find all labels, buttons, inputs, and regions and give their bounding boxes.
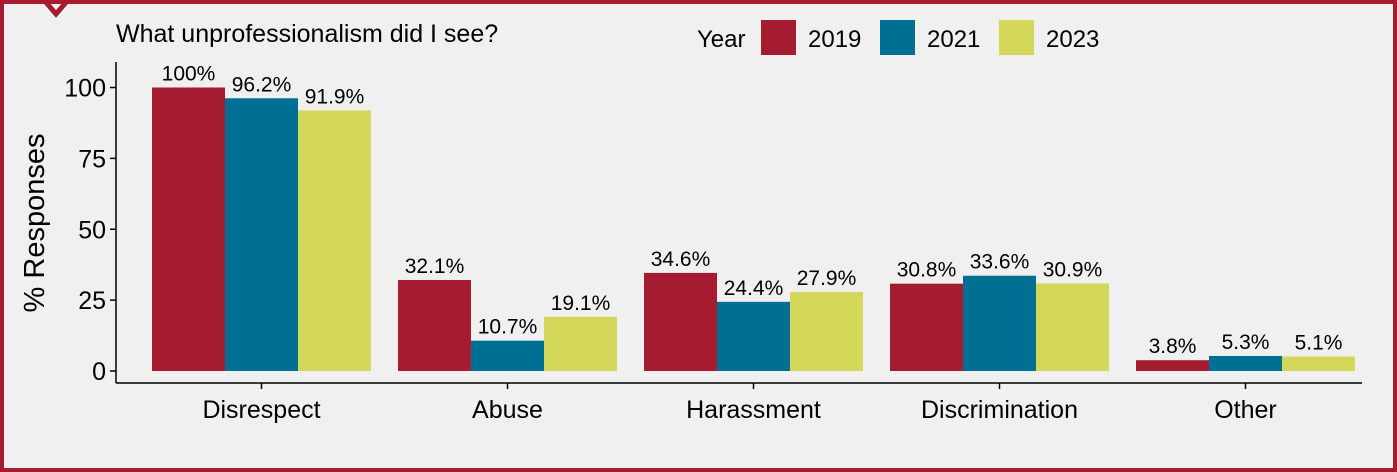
- y-tick-label: 75: [78, 145, 106, 173]
- bar: [644, 272, 717, 371]
- y-tick-label: 50: [78, 216, 106, 244]
- x-axis: Disrespect Abuse Harassment Discrimination O…: [116, 382, 1362, 424]
- data-label: 34.6%: [651, 248, 711, 271]
- legend-swatch: [761, 20, 796, 55]
- data-label: 10.7%: [478, 316, 538, 339]
- legend-label: 2021: [927, 26, 980, 53]
- legend: Year 2019 2021 2023: [697, 20, 1099, 55]
- data-label: 24.4%: [724, 277, 784, 300]
- data-label: 96.2%: [232, 73, 292, 96]
- x-tick-label: Other: [1214, 396, 1277, 424]
- data-label: 30.8%: [897, 259, 957, 282]
- data-label: 5.1%: [1295, 332, 1343, 355]
- bar: [1136, 360, 1209, 371]
- y-axis: 0 25 50 75 100: [64, 61, 117, 386]
- legend-label: 2023: [1046, 26, 1099, 53]
- bar: [1209, 355, 1282, 371]
- bar: [225, 98, 298, 371]
- legend-label: 2019: [808, 26, 861, 53]
- x-tick-label: Harassment: [686, 396, 821, 424]
- bar: [790, 291, 863, 371]
- bar: [717, 301, 790, 371]
- legend-swatch: [999, 20, 1034, 55]
- bar: [544, 316, 617, 371]
- data-label: 30.9%: [1043, 258, 1103, 281]
- bar: [298, 110, 371, 371]
- data-label: 3.8%: [1149, 335, 1197, 358]
- data-label: 100%: [162, 63, 216, 86]
- data-label: 91.9%: [305, 85, 365, 108]
- bar: [398, 279, 471, 371]
- data-label: 33.6%: [970, 251, 1030, 274]
- x-tick-label: Disrespect: [202, 396, 320, 424]
- corner-arrow-mark: [42, 0, 70, 18]
- data-label: 5.3%: [1222, 331, 1270, 354]
- legend-swatch: [880, 20, 915, 55]
- y-tick-label: 100: [64, 75, 106, 103]
- x-tick-label: Discrimination: [921, 396, 1078, 424]
- chart-title: What unprofessionalism did I see?: [116, 20, 498, 48]
- y-tick-label: 25: [78, 287, 106, 315]
- bar: [1282, 356, 1355, 371]
- y-tick-label: 0: [92, 358, 106, 386]
- bar: [152, 87, 225, 371]
- legend-title: Year: [697, 26, 746, 53]
- bar: [1036, 283, 1109, 371]
- data-label: 27.9%: [797, 267, 857, 290]
- bar-labels: 100% 96.2% 91.9% 32.1% 10.7% 19.1% 34.6% 24.4% 2…: [162, 63, 1343, 359]
- y-axis-label: % Responses: [19, 134, 51, 313]
- bars: [152, 87, 1355, 371]
- x-tick-label: Abuse: [472, 396, 543, 424]
- bar: [471, 340, 544, 371]
- bar: [963, 275, 1036, 371]
- data-label: 32.1%: [405, 255, 465, 278]
- data-label: 19.1%: [551, 292, 611, 315]
- bar: [890, 283, 963, 371]
